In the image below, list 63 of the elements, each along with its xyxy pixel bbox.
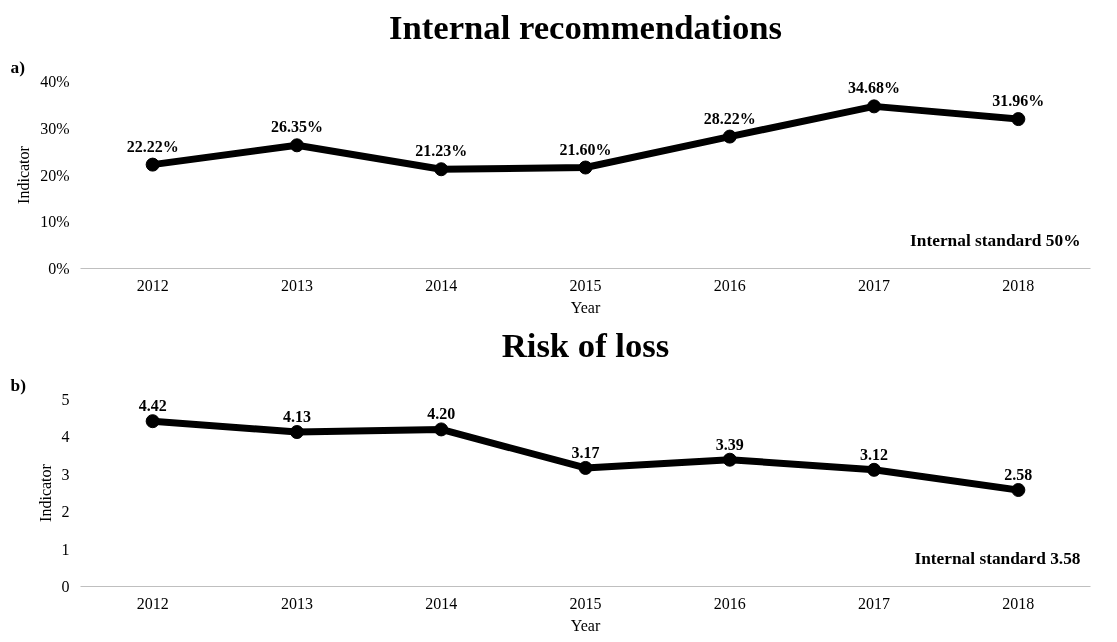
x-tick-label: 2015 — [569, 276, 602, 294]
y-tick-label: 10% — [40, 213, 70, 231]
data-label: 22.22% — [126, 137, 179, 155]
x-tick-label: 2016 — [713, 276, 746, 294]
data-label: 4.42 — [138, 397, 167, 415]
point — [289, 138, 304, 153]
data-label: 28.22% — [703, 109, 756, 127]
point — [434, 162, 449, 177]
y-tick-label: 0 — [61, 578, 70, 595]
x-tick-label: 2017 — [858, 276, 891, 294]
data-label: 3.39 — [715, 435, 744, 453]
chart-title: Risk of loss — [501, 325, 670, 364]
point — [1011, 112, 1026, 127]
data-label: 34.68% — [848, 79, 901, 97]
y-tick-label: 30% — [40, 119, 70, 137]
x-tick-label: 2018 — [1002, 276, 1035, 294]
y-tick-label: 0% — [48, 260, 70, 277]
x-tick-label: 2017 — [858, 594, 891, 612]
x-tick-label: 2014 — [425, 276, 458, 294]
y-axis-title: Indicator — [15, 145, 33, 204]
point — [434, 422, 449, 437]
y-tick-label: 5 — [61, 391, 70, 408]
point — [867, 462, 882, 477]
data-label: 21.60% — [559, 140, 612, 158]
annotation: Internal standard 50% — [910, 230, 1081, 250]
point — [578, 160, 593, 175]
y-tick-label: 1 — [61, 540, 70, 558]
y-tick-label: 3 — [61, 465, 70, 483]
point — [289, 425, 304, 440]
data-label: 4.13 — [282, 408, 311, 426]
y-tick-label: 2 — [61, 503, 70, 521]
x-tick-label: 2012 — [136, 276, 169, 294]
data-label: 21.23% — [415, 142, 468, 160]
chart-title: Internal recommendations — [388, 7, 783, 46]
x-tick-label: 2015 — [569, 594, 602, 612]
data-label: 3.17 — [571, 443, 600, 461]
x-tick-label: 2013 — [280, 276, 313, 294]
point — [867, 99, 882, 114]
data-label: 4.20 — [427, 405, 456, 423]
annotation: Internal standard 3.58 — [914, 548, 1081, 568]
data-label: 31.96% — [992, 92, 1045, 110]
x-tick-label: 2012 — [136, 594, 169, 612]
y-tick-label: 20% — [40, 166, 70, 184]
point — [145, 414, 160, 429]
y-tick-label: 40% — [40, 73, 70, 90]
text: a) — [10, 57, 26, 77]
x-axis-title: Year — [570, 616, 601, 634]
point — [1011, 483, 1026, 497]
point — [722, 452, 737, 467]
data-label: 2.58 — [1004, 466, 1033, 484]
x-tick-label: 2018 — [1002, 594, 1035, 612]
y-tick-label: 4 — [61, 428, 70, 446]
y-axis-title: Indicator — [36, 463, 54, 522]
x-tick-label: 2013 — [280, 594, 313, 612]
text: b) — [10, 375, 27, 395]
point — [578, 460, 593, 475]
data-label: 26.35% — [270, 118, 323, 136]
data-label: 3.12 — [860, 445, 889, 463]
point — [722, 129, 737, 144]
x-tick-label: 2016 — [713, 594, 746, 612]
x-tick-label: 2014 — [425, 594, 458, 612]
x-axis-title: Year — [570, 298, 601, 316]
point — [145, 157, 160, 172]
